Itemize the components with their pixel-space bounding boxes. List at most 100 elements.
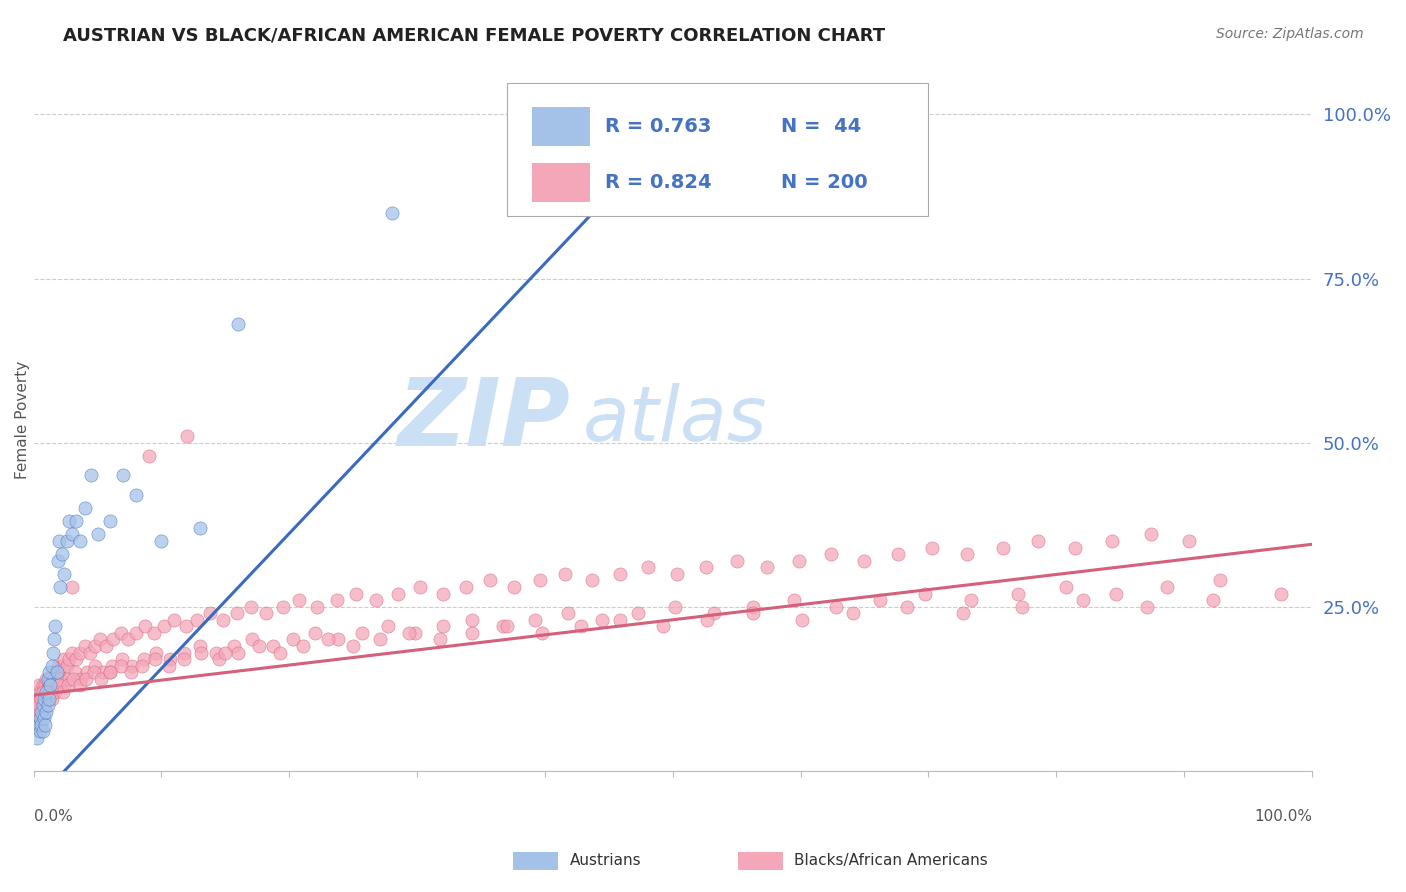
Point — [368, 632, 391, 647]
Point — [111, 652, 134, 666]
Point — [39, 678, 62, 692]
Point — [28, 698, 51, 712]
Point — [53, 652, 76, 666]
Point — [45, 665, 67, 680]
Point — [69, 646, 91, 660]
Point — [120, 665, 142, 680]
Text: R = 0.763: R = 0.763 — [605, 117, 711, 136]
Point — [56, 678, 79, 692]
Text: N =  44: N = 44 — [782, 117, 862, 136]
Point — [825, 599, 848, 614]
Point — [742, 599, 765, 614]
Point — [117, 632, 139, 647]
Point — [1178, 534, 1201, 549]
Point — [531, 626, 554, 640]
Point — [96, 639, 118, 653]
Point — [56, 658, 79, 673]
Point — [1071, 593, 1094, 607]
Point — [1064, 541, 1087, 555]
Point — [80, 468, 103, 483]
Point — [478, 574, 501, 588]
Point — [75, 672, 97, 686]
Point — [98, 514, 121, 528]
Point — [98, 665, 121, 680]
Point — [1007, 586, 1029, 600]
Point — [224, 639, 246, 653]
Point — [32, 685, 55, 699]
Point — [853, 554, 876, 568]
Point — [211, 613, 233, 627]
Point — [461, 613, 484, 627]
Point — [609, 613, 631, 627]
Point — [89, 632, 111, 647]
Point — [956, 547, 979, 561]
Point — [69, 534, 91, 549]
Point — [31, 724, 53, 739]
Point — [316, 632, 339, 647]
Point — [44, 672, 66, 686]
Point — [173, 652, 195, 666]
Point — [46, 658, 69, 673]
Point — [145, 646, 167, 660]
Point — [83, 665, 105, 680]
Point — [352, 626, 374, 640]
Point — [569, 619, 592, 633]
Point — [37, 698, 59, 712]
Point — [44, 685, 66, 699]
FancyBboxPatch shape — [531, 163, 589, 202]
Point — [190, 646, 212, 660]
FancyBboxPatch shape — [506, 83, 928, 216]
Point — [742, 606, 765, 620]
Point — [42, 646, 65, 660]
Point — [90, 672, 112, 686]
Text: 0.0%: 0.0% — [34, 809, 72, 824]
Point — [25, 711, 48, 725]
Point — [344, 586, 367, 600]
Point — [42, 685, 65, 699]
Point — [591, 613, 613, 627]
Point — [58, 672, 80, 686]
Point — [557, 606, 579, 620]
Point — [38, 691, 60, 706]
Point — [27, 731, 49, 745]
Point — [281, 632, 304, 647]
Point — [150, 534, 173, 549]
Point — [1209, 574, 1232, 588]
Point — [143, 652, 166, 666]
Point — [38, 665, 60, 680]
Point — [132, 652, 155, 666]
Point — [125, 488, 148, 502]
Text: Austrians: Austrians — [569, 854, 641, 868]
Point — [159, 652, 181, 666]
Point — [32, 711, 55, 725]
Point — [62, 672, 84, 686]
Text: atlas: atlas — [583, 383, 768, 457]
Point — [51, 658, 73, 673]
Point — [408, 580, 430, 594]
Point — [25, 691, 48, 706]
Point — [48, 534, 70, 549]
Point — [226, 646, 249, 660]
Point — [523, 613, 546, 627]
Point — [86, 527, 108, 541]
Point — [46, 554, 69, 568]
Point — [58, 652, 80, 666]
Point — [240, 632, 263, 647]
Point — [783, 593, 806, 607]
Point — [247, 639, 270, 653]
FancyBboxPatch shape — [531, 107, 589, 145]
Point — [157, 658, 180, 673]
Point — [725, 554, 748, 568]
Point — [503, 580, 526, 594]
Point — [991, 541, 1014, 555]
Point — [84, 639, 107, 653]
Point — [1156, 580, 1178, 594]
Point — [1136, 599, 1159, 614]
Point — [454, 580, 477, 594]
Point — [30, 705, 52, 719]
Point — [198, 606, 221, 620]
Point — [1056, 580, 1078, 594]
Point — [27, 698, 49, 712]
Point — [39, 678, 62, 692]
Point — [269, 646, 291, 660]
